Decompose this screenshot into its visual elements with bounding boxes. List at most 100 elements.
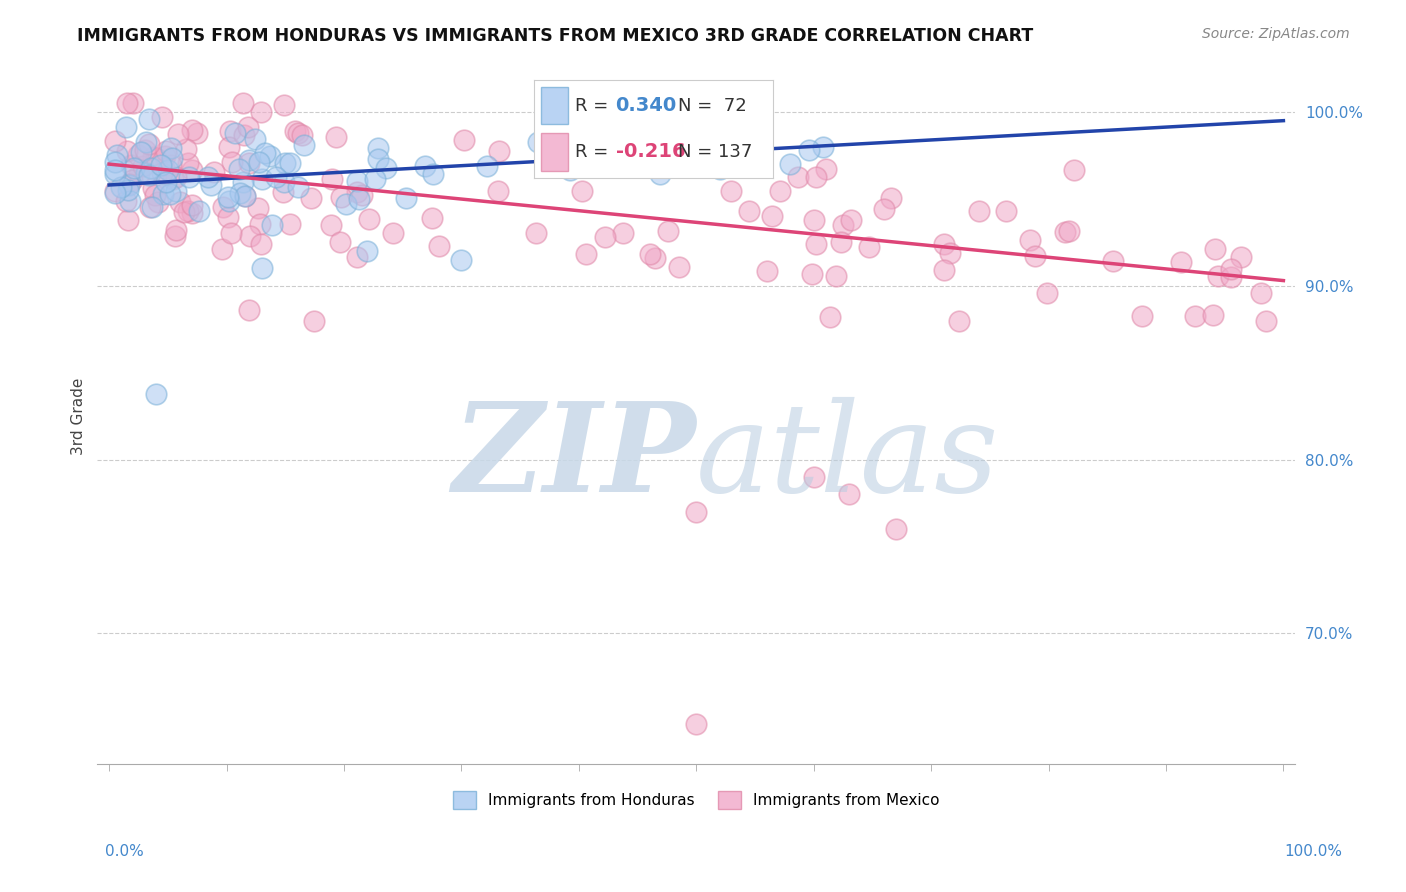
- Point: [181, 163, 204, 178]
- Point: [118, 177, 141, 191]
- Point: [450, 252, 472, 267]
- Text: N = 137: N = 137: [678, 143, 752, 161]
- Point: [233, 128, 256, 142]
- Point: [118, 178, 141, 193]
- Point: [115, 120, 138, 135]
- FancyBboxPatch shape: [541, 87, 568, 124]
- Point: [177, 169, 200, 184]
- Point: [129, 145, 152, 160]
- Point: [138, 136, 160, 151]
- Point: [814, 162, 837, 177]
- Point: [536, 121, 558, 136]
- Point: [1054, 225, 1077, 239]
- Point: [217, 210, 239, 224]
- Point: [150, 165, 173, 179]
- Point: [1130, 309, 1153, 323]
- Point: [287, 180, 309, 194]
- Point: [427, 239, 450, 253]
- Point: [159, 187, 181, 202]
- Point: [668, 260, 690, 274]
- Y-axis label: 3rd Grade: 3rd Grade: [72, 377, 86, 455]
- Point: [121, 173, 143, 187]
- Point: [382, 227, 405, 241]
- Point: [575, 246, 598, 260]
- Text: -0.216: -0.216: [616, 143, 685, 161]
- Point: [612, 226, 634, 240]
- Point: [211, 242, 233, 256]
- Point: [839, 212, 862, 227]
- Point: [124, 161, 146, 176]
- Point: [825, 269, 848, 284]
- Point: [176, 204, 198, 219]
- Point: [202, 165, 225, 179]
- Text: ZIP: ZIP: [453, 397, 696, 518]
- Point: [238, 153, 260, 168]
- Point: [346, 174, 368, 188]
- Point: [254, 146, 277, 161]
- Point: [138, 168, 160, 182]
- Point: [806, 169, 828, 184]
- Point: [685, 505, 707, 519]
- Point: [211, 201, 233, 215]
- Point: [1206, 268, 1229, 283]
- Point: [104, 134, 127, 148]
- Point: [1202, 308, 1225, 322]
- Point: [685, 716, 707, 731]
- Point: [1170, 255, 1192, 269]
- Point: [105, 148, 128, 162]
- Point: [838, 487, 860, 501]
- Point: [1063, 162, 1085, 177]
- Point: [1024, 249, 1046, 263]
- Point: [180, 198, 202, 212]
- Point: [818, 310, 841, 324]
- Point: [346, 250, 368, 264]
- Point: [422, 167, 444, 181]
- Point: [648, 167, 671, 181]
- Point: [162, 171, 184, 186]
- Point: [153, 161, 176, 176]
- Point: [188, 203, 211, 218]
- Point: [165, 228, 187, 243]
- Point: [250, 237, 273, 252]
- Point: [186, 126, 208, 140]
- Point: [142, 180, 165, 194]
- Point: [420, 211, 443, 225]
- Point: [120, 158, 142, 172]
- Point: [284, 124, 307, 138]
- Point: [644, 251, 666, 265]
- Point: [141, 161, 163, 176]
- Point: [278, 217, 301, 231]
- Point: [218, 190, 240, 204]
- Point: [167, 127, 190, 141]
- Point: [118, 194, 141, 208]
- Point: [325, 130, 347, 145]
- Point: [197, 170, 219, 185]
- Point: [238, 228, 260, 243]
- Point: [127, 148, 149, 162]
- Text: Source: ZipAtlas.com: Source: ZipAtlas.com: [1202, 27, 1350, 41]
- Point: [932, 262, 955, 277]
- Point: [260, 218, 283, 232]
- Point: [453, 132, 475, 146]
- Point: [995, 203, 1018, 218]
- Point: [176, 142, 198, 156]
- Point: [250, 104, 273, 119]
- Point: [229, 186, 252, 200]
- Point: [110, 179, 132, 194]
- Point: [247, 155, 270, 169]
- Point: [1019, 233, 1042, 247]
- Point: [142, 150, 165, 164]
- Point: [1059, 224, 1081, 238]
- Point: [138, 112, 160, 127]
- Point: [346, 185, 368, 199]
- Legend: Immigrants from Honduras, Immigrants from Mexico: Immigrants from Honduras, Immigrants fro…: [447, 784, 945, 815]
- Point: [165, 169, 187, 184]
- Point: [249, 217, 271, 231]
- Point: [218, 194, 240, 209]
- Point: [160, 151, 183, 165]
- Point: [155, 149, 177, 163]
- Point: [155, 144, 177, 158]
- Point: [803, 470, 825, 484]
- Point: [278, 156, 301, 170]
- Point: [321, 171, 343, 186]
